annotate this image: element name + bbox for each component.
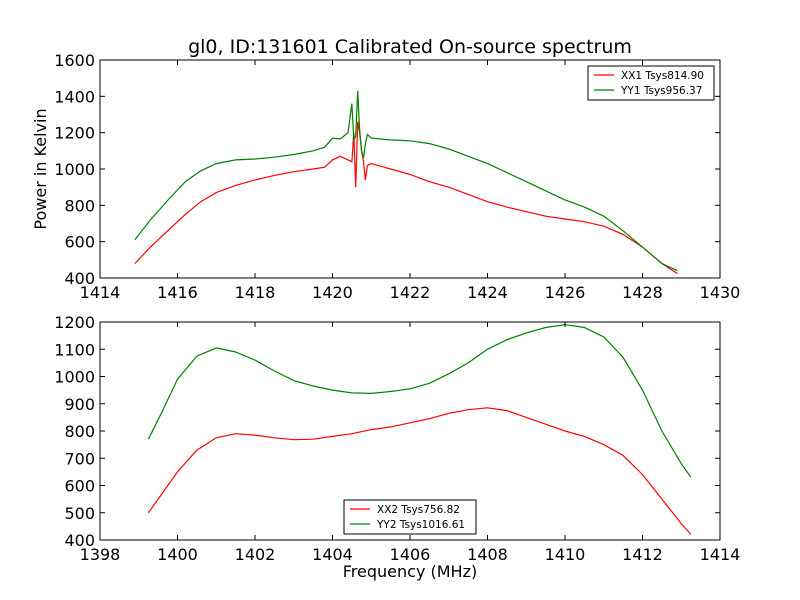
legend: XX2 Tsys756.82 YY2 Tsys1016.61: [343, 499, 477, 535]
x-tick-label: 1404: [312, 545, 353, 564]
legend-entry: YY2 Tsys1016.61: [376, 519, 465, 531]
x-tick-label: 1402: [235, 545, 276, 564]
y-tick-label: 400: [64, 531, 95, 550]
x-tick-label: 1424: [467, 283, 508, 302]
legend-entry: XX1 Tsys814.90: [621, 70, 704, 82]
legend-entry: XX2 Tsys756.82: [377, 504, 460, 516]
y-tick-label: 1100: [54, 340, 95, 359]
y-axis-label: Power in Kelvin: [31, 108, 50, 229]
legend-box: [343, 499, 477, 535]
x-tick-label: 1414: [700, 545, 741, 564]
y-tick-label: 1200: [54, 313, 95, 332]
y-tick-label: 1600: [54, 51, 95, 70]
x-tick-label: 1412: [622, 545, 663, 564]
x-tick-label: 1416: [157, 283, 198, 302]
y-tick-label: 500: [64, 504, 95, 523]
y-tick-label: 1000: [54, 160, 95, 179]
x-tick-label: 1426: [545, 283, 586, 302]
x-tick-label: 1418: [235, 283, 276, 302]
y-tick-label: 600: [64, 477, 95, 496]
x-tick-label: 1410: [545, 545, 586, 564]
y-tick-label: 800: [64, 422, 95, 441]
x-tick-label: 1400: [157, 545, 198, 564]
x-tick-label: 1408: [467, 545, 508, 564]
y-tick-label: 1000: [54, 368, 95, 387]
y-tick-label: 1200: [54, 124, 95, 143]
x-tick-label: 1414: [80, 283, 121, 302]
top-panel: 1414 1416 1418 1420 1422 1424 1426 1428 1430 400 6…: [31, 51, 740, 302]
x-tick-label: 1406: [390, 545, 431, 564]
y-tick-label: 800: [64, 196, 95, 215]
series-line-yy2: [147, 324, 692, 478]
y-tick-label: 600: [64, 233, 95, 252]
y-tick-label: 1400: [54, 87, 95, 106]
x-tick-label: 1398: [80, 545, 121, 564]
bottom-panel: 1398 1400 1402 1404 1406 1408 1410 1412 1414 400 5…: [54, 313, 740, 564]
series-line-xx2: [147, 407, 692, 535]
x-tick-label: 1430: [700, 283, 741, 302]
y-tick-label: 700: [64, 449, 95, 468]
figure-title: gl0, ID:131601 Calibrated On-source spec…: [188, 36, 632, 58]
x-tick-label: 1428: [622, 283, 663, 302]
series-line-xx1: [134, 121, 678, 275]
y-tick-label: 400: [64, 269, 95, 288]
x-tick-label: 1420: [312, 283, 353, 302]
legend-entry: YY1 Tsys956.37: [620, 85, 702, 97]
x-axis-label: Frequency (MHz): [343, 562, 477, 581]
series-line-yy1: [134, 90, 678, 272]
legend-box: [587, 65, 715, 101]
x-tick-label: 1422: [390, 283, 431, 302]
y-tick-label: 900: [64, 395, 95, 414]
legend: XX1 Tsys814.90 YY1 Tsys956.37: [587, 65, 715, 101]
